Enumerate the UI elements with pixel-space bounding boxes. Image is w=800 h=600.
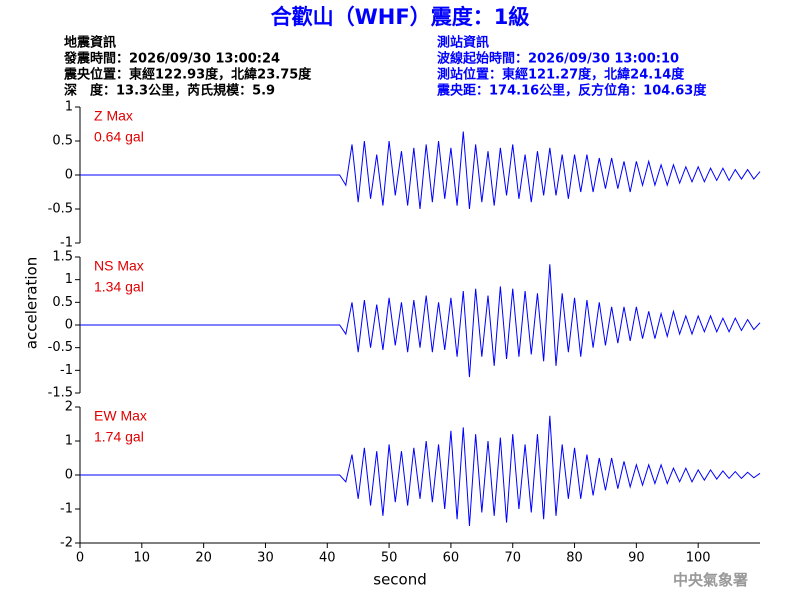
- y-tick-label: 0: [65, 318, 73, 333]
- x-tick-label: 0: [76, 551, 84, 566]
- info-line: 波線起始時間：2026/09/30 13:00:10: [437, 51, 679, 67]
- x-tick-label: 100: [686, 551, 711, 566]
- y-tick-label: -1: [60, 363, 73, 378]
- x-tick-label: 50: [381, 551, 398, 566]
- component-label: EW Max: [94, 408, 147, 424]
- y-axis-label: acceleration: [23, 257, 41, 349]
- x-tick-label: 70: [504, 551, 521, 566]
- y-tick-label: -1.5: [48, 386, 73, 401]
- info-line: 震央位置：東經122.93度，北緯23.75度: [63, 67, 312, 83]
- x-tick-label: 60: [443, 551, 460, 566]
- info-line: 測站資訊: [437, 35, 489, 51]
- info-line: 發震時間：2026/09/30 13:00:24: [63, 51, 280, 67]
- x-tick-label: 80: [566, 551, 583, 566]
- y-tick-label: -0.5: [48, 202, 73, 217]
- credit: 中央氣象署: [673, 571, 748, 589]
- y-tick-label: 0: [65, 168, 73, 183]
- y-tick-label: -0.5: [48, 340, 73, 355]
- waveform: [80, 131, 761, 210]
- y-tick-label: 1: [65, 100, 73, 115]
- waveform: [80, 264, 761, 378]
- waveform: [80, 415, 761, 527]
- y-tick-label: -1: [60, 236, 73, 251]
- y-tick-label: -2: [60, 536, 73, 551]
- info-line: 深 度：13.3公里，芮氏規模：5.9: [64, 83, 275, 99]
- y-tick-label: 0.5: [52, 295, 73, 310]
- y-tick-label: 0.5: [52, 134, 73, 149]
- info-line: 地震資訊: [64, 35, 116, 51]
- info-line: 震央距：174.16公里，反方位角：104.63度: [436, 83, 707, 99]
- x-axis-label: second: [373, 571, 427, 589]
- x-tick-label: 90: [628, 551, 645, 566]
- component-label: Z Max: [94, 108, 133, 124]
- y-tick-label: 1: [65, 434, 73, 449]
- y-tick-label: 2: [65, 400, 73, 415]
- chart-title: 合歡山（WHF）震度：1級: [271, 5, 530, 29]
- max-label: 1.74 gal: [94, 429, 144, 445]
- max-label: 1.34 gal: [94, 279, 144, 295]
- y-tick-label: 1: [65, 272, 73, 287]
- x-tick-label: 10: [134, 551, 151, 566]
- y-tick-label: -1: [60, 502, 73, 517]
- x-tick-label: 20: [195, 551, 212, 566]
- component-label: NS Max: [94, 258, 144, 274]
- y-tick-label: 1.5: [52, 250, 73, 265]
- max-label: 0.64 gal: [94, 129, 144, 145]
- x-tick-label: 40: [319, 551, 336, 566]
- y-tick-label: 0: [65, 468, 73, 483]
- info-line: 測站位置：東經121.27度，北緯24.14度: [437, 67, 685, 83]
- x-tick-label: 30: [257, 551, 274, 566]
